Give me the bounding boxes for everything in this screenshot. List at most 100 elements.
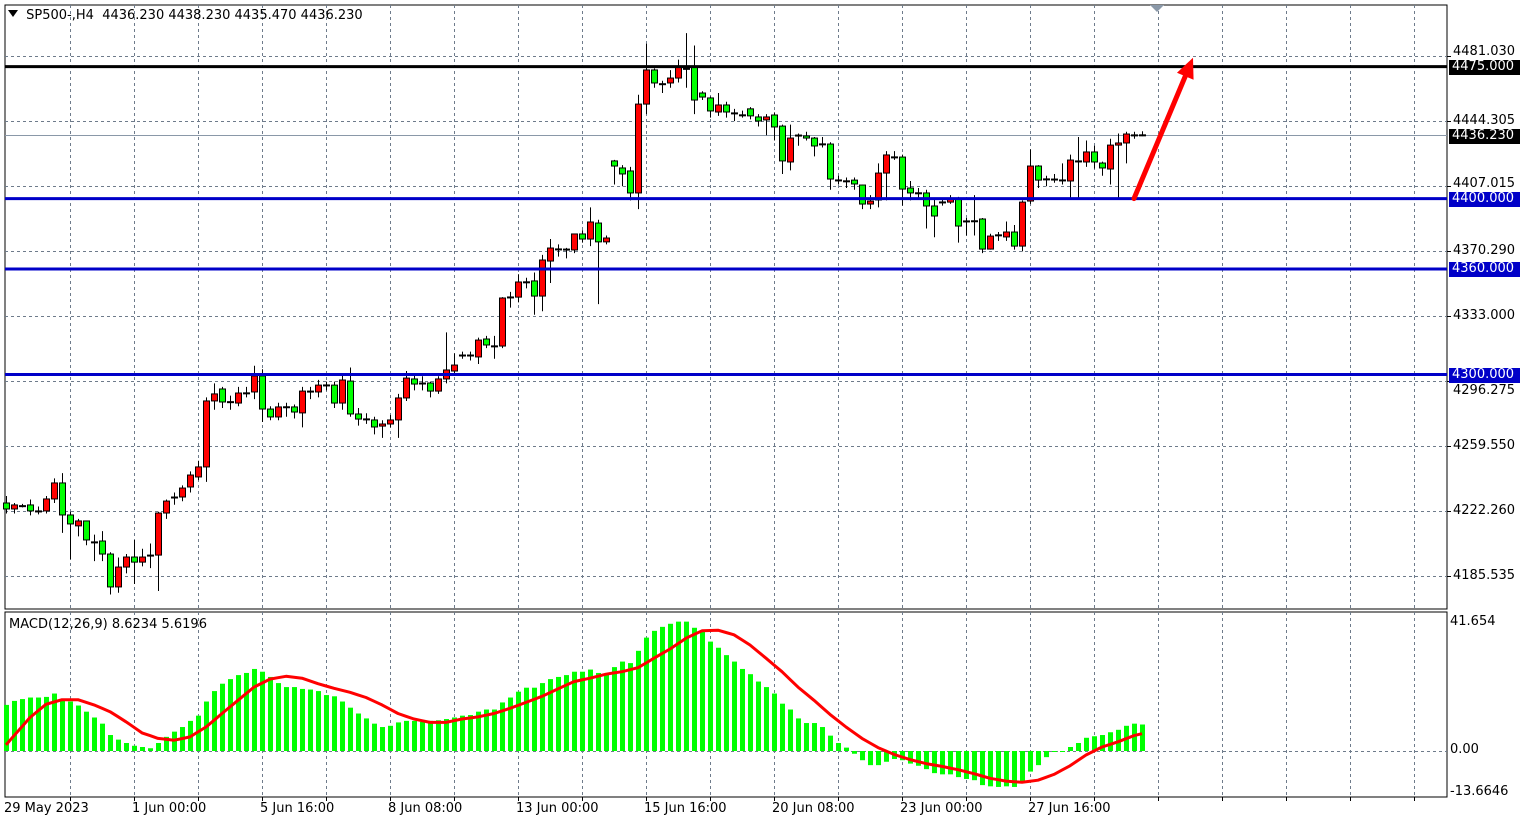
macd-histogram-bar [628,663,633,751]
candle-bearish [1099,162,1106,169]
candle-bearish [619,167,626,175]
time-label: 13 Jun 00:00 [516,801,599,816]
candle-bullish [547,247,554,262]
macd-histogram-bar [396,722,401,751]
candle-bullish [475,339,482,358]
level-price-tag: 4400.000 [1449,191,1520,207]
macd-histogram-bar [844,747,849,751]
price-tick-label: 4444.305 [1453,112,1516,128]
macd-histogram-bar [988,751,993,787]
macd-histogram-bar [708,641,713,751]
time-label: 1 Jun 00:00 [132,801,207,816]
macd-tick-label: -13.6646 [1450,783,1509,799]
macd-histogram-bar [404,720,409,751]
macd-histogram-bar [932,751,937,774]
candle-bearish [1091,151,1098,163]
candle-bearish [483,338,490,346]
macd-histogram-bar [676,621,681,751]
candle-bullish [211,393,218,402]
macd-histogram-bar [828,735,833,751]
candle-bullish [1107,144,1114,170]
candle-bullish [387,419,394,425]
candle-bullish [539,259,546,297]
macd-histogram-bar [620,661,625,751]
candle-bearish [859,184,866,205]
macd-histogram-bar [492,709,497,751]
candle-bullish [51,482,58,500]
macd-signal-line [4,628,1143,784]
candle-bearish [1011,231,1018,247]
macd-histogram-bar [604,673,609,751]
macd-histogram-bar [36,697,41,751]
macd-histogram-bar [652,630,657,751]
candle-bullish [1003,231,1010,238]
macd-histogram-bar [1084,737,1089,751]
candle-bearish [99,540,106,555]
macd-histogram-bar [364,718,369,751]
macd-histogram-bar [476,711,481,751]
candle-bullish [635,103,642,194]
macd-histogram-bar [4,704,9,751]
macd-histogram-bar [836,743,841,751]
macd-histogram-bar [92,717,97,751]
candle-bearish [219,388,226,403]
candle-bullish [667,77,674,84]
macd-histogram-bar [972,751,977,781]
candle-bullish [1019,201,1026,247]
candle-bullish [571,233,578,251]
macd-tick-label: 41.654 [1450,614,1496,629]
macd-histogram-bar [1036,751,1041,766]
price-tick-label: 4222.260 [1453,502,1516,518]
macd-histogram-bar [924,751,929,770]
macd-histogram-bar [852,751,857,754]
macd-histogram-bar [44,696,49,751]
macd-histogram-bar [164,736,169,751]
candle-bearish [411,378,418,385]
time-label: 20 Jun 08:00 [772,801,855,816]
ohlc-readout: 4436.230 4438.230 4435.470 4436.230 [102,8,363,23]
macd-histogram-bar [812,723,817,751]
macd-histogram-bar [524,687,529,751]
candle-bearish [955,198,962,227]
candle-bullish [395,397,402,421]
macd-histogram-bar [1092,736,1097,751]
candle-bearish [83,520,90,541]
macd-histogram-bar [116,739,121,751]
macd-histogram-bar [700,630,705,751]
macd-histogram-bar [68,701,73,751]
macd-histogram-bar [556,676,561,751]
candle-bearish [131,556,138,563]
candle-bearish [27,504,34,512]
candle-bullish [763,116,770,121]
trend-arrow-line[interactable] [1131,73,1188,202]
candle-bearish [595,222,602,243]
macd-histogram-bar [1132,723,1137,751]
macd-histogram-bar [412,720,417,751]
chart-shift-marker-icon[interactable] [1150,5,1164,12]
macd-histogram-bar [308,689,313,751]
macd-histogram-bar [724,655,729,751]
macd-histogram-bar [940,751,945,775]
candle-bearish [267,408,274,418]
candle-bullish [987,235,994,250]
macd-histogram-bar [12,700,17,751]
arrow-head-icon [1176,57,1194,80]
candle-bullish [379,423,386,427]
candle-bullish [883,154,890,174]
candle-bearish [907,187,914,194]
macd-tick-label: 0.00 [1450,742,1479,757]
current-price-tag: 4436.230 [1449,128,1520,144]
price-tick-label: 4333.000 [1453,307,1516,323]
macd-histogram-bar [332,696,337,751]
candle-bullish [75,520,82,527]
candle-bearish [611,160,618,167]
candle-bullish [587,221,594,240]
candle-bearish [779,125,786,162]
macd-histogram-bar [756,681,761,751]
candle-bullish [1083,151,1090,163]
time-label: 27 Jun 16:00 [1028,801,1111,816]
macd-histogram-bar [964,751,969,779]
chart-menu-triangle-icon[interactable] [8,10,18,17]
macd-histogram-bar [948,751,953,775]
